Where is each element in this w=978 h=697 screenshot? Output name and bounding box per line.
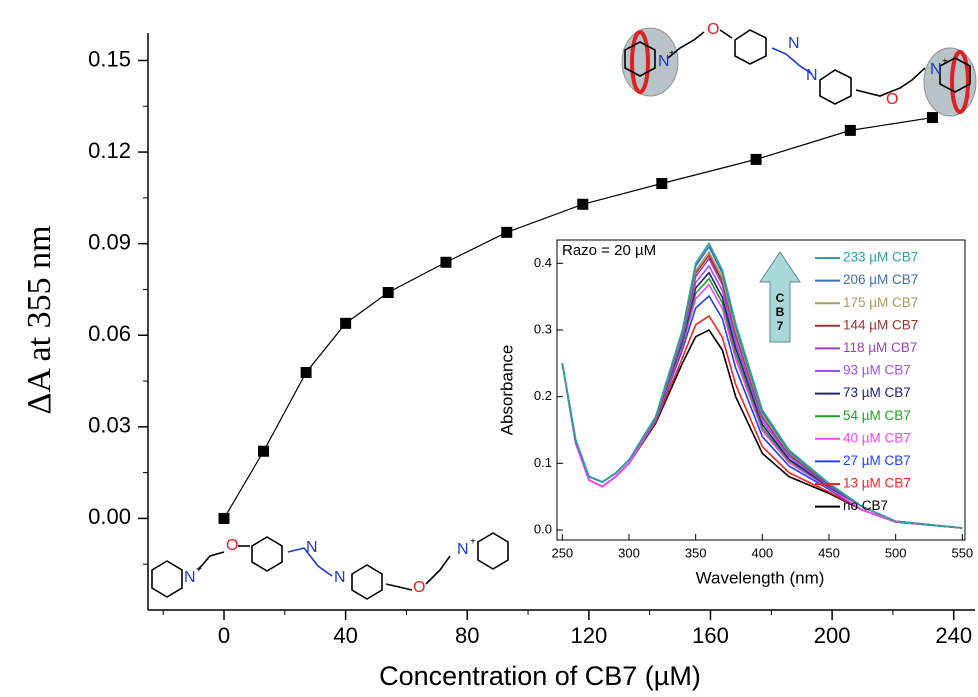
atom-o: O: [886, 91, 898, 108]
legend-label: 93 µM CB7: [843, 363, 911, 378]
inset-y-title: Absorbance: [497, 345, 516, 436]
atom-n: N: [184, 569, 196, 586]
legend-label: no CB7: [843, 498, 888, 513]
marker: [656, 178, 668, 190]
ring: [939, 57, 971, 93]
marker: [844, 124, 856, 136]
inset-x-tick-label: 350: [685, 545, 707, 560]
atom-charge: +: [669, 49, 675, 60]
spectrum-line: [561, 283, 963, 529]
spectrum-line: [561, 241, 963, 529]
inset-x-title: Wavelength (nm): [696, 568, 825, 587]
marker: [258, 445, 270, 457]
marker: [440, 256, 452, 268]
inset-y-tick-label: 0.3: [534, 321, 552, 336]
bond: [197, 551, 225, 571]
x-tick-label: 200: [814, 623, 851, 648]
x-tick-label: 40: [333, 623, 357, 648]
legend-label: 233 µM CB7: [843, 250, 918, 265]
y-tick-label: 0.03: [88, 413, 131, 438]
inset-x-tick-label: 450: [818, 545, 840, 560]
inset-y-tick-label: 0.2: [534, 388, 552, 403]
legend-label: 27 µM CB7: [843, 453, 911, 468]
inset-x-tick-label: 300: [618, 545, 640, 560]
atom-n: N: [788, 35, 800, 52]
cb7-rim: [950, 50, 970, 114]
ring: [819, 69, 852, 105]
x-tick-label: 120: [571, 623, 608, 648]
inset-frame: [556, 239, 966, 541]
bond: [667, 31, 705, 59]
atom-n: N: [457, 541, 469, 558]
structure-free: N + O N N O N +: [151, 532, 509, 600]
ring: [477, 532, 509, 570]
azo-bond: [771, 47, 813, 75]
y-tick-label: 0.00: [88, 504, 131, 529]
ring: [734, 29, 767, 65]
inset-x-tick-label: 500: [885, 545, 907, 560]
legend-label: 13 µM CB7: [843, 476, 911, 491]
x-tick-label: 0: [218, 623, 230, 648]
bond: [719, 29, 733, 39]
atom-o: O: [226, 537, 238, 554]
atom-n: N: [334, 569, 346, 586]
atom-charge: +: [470, 537, 476, 548]
atom-n: N: [930, 61, 942, 78]
series-line: [223, 116, 933, 519]
structure-complexed: N + O N N O N +: [621, 21, 977, 117]
legend-label: 144 µM CB7: [843, 317, 918, 332]
azo-bond: [287, 547, 333, 577]
y-tick-label: 0.06: [88, 321, 131, 346]
ring: [251, 536, 283, 572]
inset-y-tick-label: 0.0: [534, 521, 552, 536]
marker: [750, 153, 762, 165]
legend-label: 54 µM CB7: [843, 408, 911, 423]
atom-o: O: [707, 21, 719, 38]
marker: [501, 226, 513, 238]
ring: [624, 41, 656, 77]
atom-n: N: [658, 53, 670, 70]
marker: [340, 317, 352, 329]
x-tick-label: 240: [935, 623, 972, 648]
x-axis-title: Concentration of CB7 (µM): [379, 661, 701, 691]
marker: [577, 198, 589, 210]
atom-charge: +: [942, 57, 948, 68]
y-axis-title: ΔA at 355 nm: [21, 225, 58, 414]
inset-y-tick-label: 0.4: [534, 255, 552, 270]
x-tick-label: 80: [455, 623, 479, 648]
inset-annotation: Razo = 20 µM: [562, 242, 656, 259]
bond: [425, 555, 451, 585]
marker: [382, 286, 394, 298]
inset-x-tick-label: 550: [951, 545, 973, 560]
y-tick-label: 0.15: [88, 46, 131, 71]
legend-label: 40 µM CB7: [843, 430, 911, 445]
atom-n: N: [306, 539, 318, 556]
cb7-rim: [630, 30, 650, 94]
ring: [351, 564, 383, 600]
trend-arrow: [759, 251, 801, 343]
marker: [300, 366, 312, 378]
x-tick-label: 160: [692, 623, 729, 648]
legend-label: 73 µM CB7: [843, 385, 911, 400]
arrow-label: CB7: [773, 291, 787, 333]
atom-o: O: [413, 579, 425, 596]
marker: [926, 112, 938, 124]
y-tick-label: 0.09: [88, 229, 131, 254]
inset-y-tick-label: 0.1: [534, 455, 552, 470]
inset-x-tick-label: 400: [751, 545, 773, 560]
bond: [385, 583, 413, 591]
atom-charge: +: [196, 565, 202, 576]
ring: [151, 560, 183, 598]
legend-label: 206 µM CB7: [843, 272, 918, 287]
legend-label: 175 µM CB7: [843, 295, 918, 310]
y-tick-label: 0.12: [88, 138, 131, 163]
marker: [218, 512, 230, 524]
bond: [855, 67, 926, 97]
legend-label: 118 µM CB7: [843, 340, 917, 355]
inset-x-tick-label: 250: [551, 545, 573, 560]
atom-n: N: [806, 67, 818, 84]
